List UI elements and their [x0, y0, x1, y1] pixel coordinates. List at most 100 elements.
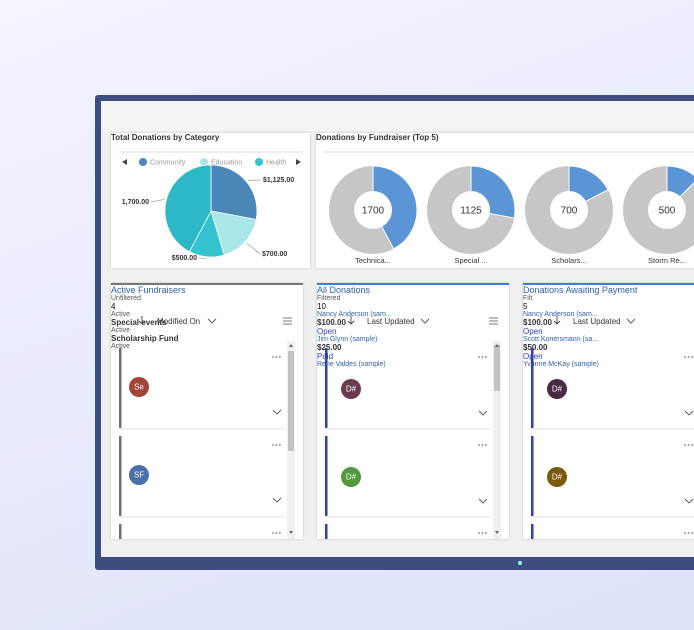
more-dot [279, 444, 281, 446]
legend-label: Education [211, 159, 242, 166]
list-card[interactable] [111, 345, 287, 431]
record-count: 4 [111, 302, 116, 311]
legend-label: Community [150, 159, 186, 166]
more-dot [272, 356, 274, 358]
more-dot [485, 444, 487, 446]
list-title: All Donations [317, 285, 371, 295]
card-accent [119, 524, 122, 539]
list-filter: Filt [523, 295, 533, 302]
legend-swatch [255, 158, 263, 166]
chevron [626, 318, 636, 324]
donut-label: Technica... [355, 256, 391, 265]
legend-next [296, 159, 301, 165]
slice-label: $500.00 [172, 255, 197, 262]
scrollbar-thumb [288, 351, 294, 451]
card-amount: $100.00 [523, 318, 552, 327]
list-card[interactable] [317, 433, 493, 519]
more-dot [485, 532, 487, 534]
donut-value: 1125 [460, 206, 482, 217]
sort-arrow [138, 316, 146, 325]
avatar-initials: D# [346, 385, 357, 394]
pie-slice [164, 164, 212, 253]
more-dot [478, 444, 480, 446]
sort-field[interactable]: Last Updated [367, 317, 415, 326]
leader-line [150, 199, 165, 203]
card-name: Scholarship Fund [111, 334, 179, 343]
scroll-up [289, 344, 293, 347]
card-name: Nancy Anderson (sam... [523, 311, 598, 318]
scroll-up [495, 344, 499, 347]
more-dot [272, 532, 274, 534]
chevron [272, 409, 282, 415]
scroll-down [495, 531, 499, 534]
list-card[interactable] [523, 433, 694, 519]
card-accent [325, 524, 328, 539]
list-panel: D# D# Donations Awaiting Payment Filt 5 Last … [523, 283, 694, 539]
panel-graphics: 1700 Technica... 1125 Special ... 700 Scholar… [324, 151, 694, 265]
more-dot [684, 356, 686, 358]
pie-panel: Community Education Health $1,125.00 $700.00… [111, 133, 310, 268]
sort-field[interactable]: Modified On [157, 317, 201, 326]
donut-label: Special ... [455, 256, 488, 265]
monitor-light [518, 561, 522, 565]
slice-label: $700.00 [262, 251, 287, 258]
more-dot [687, 532, 690, 534]
more-dot [272, 444, 274, 446]
sort-field[interactable]: Last Updated [573, 317, 621, 326]
donut-panel: 1700 Technica... 1125 Special ... 700 Scholar… [316, 133, 694, 268]
more-dot [687, 444, 690, 446]
card-name: Scott Konersmann (sa... [523, 336, 599, 343]
donut-hole [354, 191, 392, 229]
more-dot [481, 532, 484, 534]
list-card[interactable] [317, 521, 493, 539]
card-name: Rene Valdes (sample) [317, 361, 386, 368]
avatar [547, 379, 567, 399]
list-panel: Se SF Active Fundraisers Unfiltered 4 Modifie… [111, 283, 303, 539]
donut-hole [452, 191, 490, 229]
donut-hole [550, 191, 588, 229]
slice-label: $1,125.00 [263, 177, 294, 184]
legend-prev [122, 159, 127, 165]
card-accent [119, 436, 122, 516]
card-accent [119, 348, 122, 428]
chevron [478, 410, 488, 416]
list-card[interactable] [111, 433, 287, 519]
panel-graphics: D# D# [531, 316, 694, 539]
card-status: Open [317, 327, 337, 336]
scrollbar-thumb [494, 345, 500, 391]
more-dot [275, 444, 278, 446]
more-dot [691, 532, 693, 534]
chevron [207, 318, 217, 324]
more-dot [691, 356, 693, 358]
panel-graphics: Community Education Health $1,125.00 $700.00… [119, 151, 303, 262]
panel-graphics: Se SF [119, 316, 295, 539]
card-status: Active [111, 327, 131, 334]
donut-arc [372, 165, 418, 250]
avatar [129, 465, 149, 485]
sort-arrow [553, 316, 561, 325]
donut-label: Storm Re... [648, 256, 686, 265]
more-dot [485, 356, 487, 358]
chevron [684, 498, 694, 504]
card-name: Special events [111, 318, 167, 327]
avatar-initials: Se [134, 383, 144, 392]
pie-slice [210, 210, 257, 256]
list-card[interactable] [523, 521, 694, 539]
list-card[interactable] [317, 345, 493, 431]
chevron [420, 318, 430, 324]
avatar [129, 377, 149, 397]
list-filter: Filtered [317, 295, 341, 302]
card-accent [531, 524, 534, 539]
leader-line [246, 242, 261, 255]
panel-title: Total Donations by Category [111, 133, 220, 142]
avatar-initials: D# [552, 385, 563, 394]
legend-label: Health [266, 159, 286, 166]
list-card[interactable] [523, 345, 694, 431]
more-dot [478, 532, 480, 534]
scroll-down [289, 531, 293, 534]
avatar [341, 467, 361, 487]
list-title: Donations Awaiting Payment [523, 285, 638, 295]
list-card[interactable] [111, 521, 287, 539]
avatar-initials: D# [346, 473, 357, 482]
